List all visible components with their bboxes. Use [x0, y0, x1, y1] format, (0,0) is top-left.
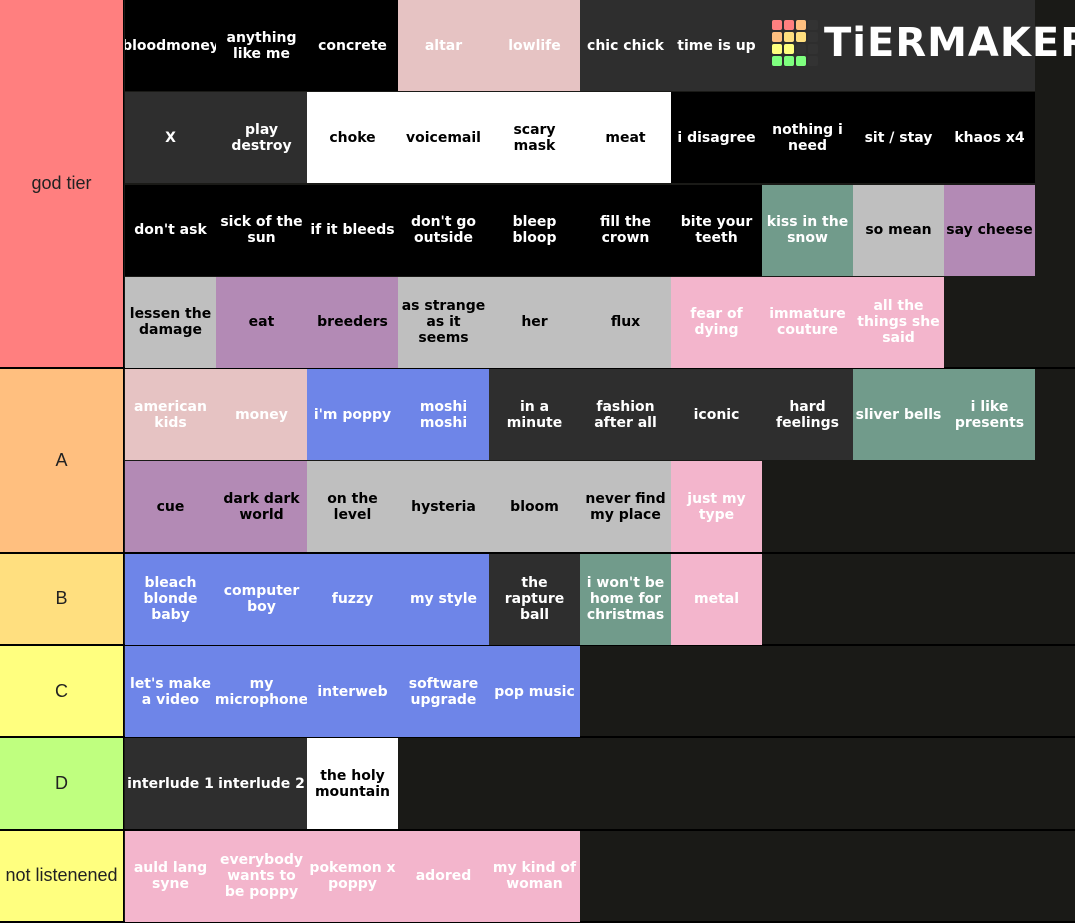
tile[interactable]: if it bleeds	[307, 184, 398, 276]
tile[interactable]: pop music	[489, 646, 580, 738]
tile[interactable]: adored	[398, 830, 489, 922]
tile[interactable]: cue	[125, 461, 216, 553]
tile[interactable]: sit / stay	[853, 92, 944, 184]
tile[interactable]: say cheese	[944, 184, 1035, 276]
tile[interactable]: choke	[307, 92, 398, 184]
tile[interactable]: fill the crown	[580, 184, 671, 276]
tile[interactable]: interlude 1	[125, 738, 216, 830]
tile[interactable]: khaos x4	[944, 92, 1035, 184]
tier-label: D	[0, 738, 124, 829]
tile[interactable]: hysteria	[398, 461, 489, 553]
tile[interactable]: play destroy	[216, 92, 307, 184]
tile[interactable]: her	[489, 276, 580, 368]
tile[interactable]: don't go outside	[398, 184, 489, 276]
tile[interactable]: breeders	[307, 276, 398, 368]
tile[interactable]: X	[125, 92, 216, 184]
tile[interactable]: all the things she said	[853, 276, 944, 368]
tier-label: C	[0, 646, 124, 737]
tile[interactable]: my kind of woman	[489, 830, 580, 922]
tile[interactable]: fear of dying	[671, 276, 762, 368]
tile[interactable]: i disagree	[671, 92, 762, 184]
tile[interactable]: computer boy	[216, 553, 307, 645]
tile[interactable]: scary mask	[489, 92, 580, 184]
tile[interactable]: bloom	[489, 461, 580, 553]
tile[interactable]: auld lang syne	[125, 830, 216, 922]
tile[interactable]: so mean	[853, 184, 944, 276]
tile[interactable]: fashion after all	[580, 369, 671, 461]
tile[interactable]: bleep bloop	[489, 184, 580, 276]
tile[interactable]: as strange as it seems	[398, 276, 489, 368]
tile[interactable]: lessen the damage	[125, 276, 216, 368]
tile[interactable]: time is up	[671, 0, 762, 91]
tile[interactable]: iconic	[671, 369, 762, 461]
tile[interactable]: i like presents	[944, 369, 1035, 461]
logo: TiERMAKER	[772, 20, 1075, 66]
tile[interactable]: dark dark world	[216, 461, 307, 553]
tile[interactable]: the rapture ball	[489, 553, 580, 645]
tile[interactable]: anything like me	[216, 0, 307, 91]
tile[interactable]: sick of the sun	[216, 184, 307, 276]
tier-label: not listenened	[0, 830, 124, 921]
logo-text: TiERMAKER	[824, 20, 1075, 66]
tile[interactable]: i'm poppy	[307, 369, 398, 461]
tile[interactable]	[853, 0, 944, 91]
tile[interactable]: let's make a video	[125, 646, 216, 738]
tile[interactable]: bloodmoney	[125, 0, 216, 91]
tile[interactable]: immature couture	[762, 276, 853, 368]
tile[interactable]: don't ask	[125, 184, 216, 276]
tile[interactable]: sliver bells	[853, 369, 944, 461]
tile[interactable]: nothing i need	[762, 92, 853, 184]
tile[interactable]: metal	[671, 553, 762, 645]
tile[interactable]: money	[216, 369, 307, 461]
tile[interactable]: everybody wants to be poppy	[216, 830, 307, 922]
tile[interactable]: on the level	[307, 461, 398, 553]
tile[interactable]: fuzzy	[307, 553, 398, 645]
tile[interactable]: voicemail	[398, 92, 489, 184]
tile[interactable]: chic chick	[580, 0, 671, 91]
tile[interactable]: kiss in the snow	[762, 184, 853, 276]
tile[interactable]: pokemon x poppy	[307, 830, 398, 922]
tile[interactable]: bite your teeth	[671, 184, 762, 276]
tier-label: A	[0, 369, 124, 552]
tile[interactable]: my style	[398, 553, 489, 645]
tier-label: god tier	[0, 0, 124, 368]
tile[interactable]	[944, 0, 1035, 91]
tile[interactable]: meat	[580, 92, 671, 184]
tile[interactable]: my microphone	[216, 646, 307, 738]
tile[interactable]: just my type	[671, 461, 762, 553]
tile[interactable]: american kids	[125, 369, 216, 461]
tile[interactable]: bleach blonde baby	[125, 553, 216, 645]
tile[interactable]: concrete	[307, 0, 398, 91]
tile[interactable]: hard feelings	[762, 369, 853, 461]
tile[interactable]: altar	[398, 0, 489, 91]
tile[interactable]: the holy mountain	[307, 738, 398, 830]
tier-label: B	[0, 553, 124, 645]
tile[interactable]: flux	[580, 276, 671, 368]
logo-icon	[772, 20, 818, 66]
tile[interactable]: interlude 2	[216, 738, 307, 830]
tile[interactable]: eat	[216, 276, 307, 368]
tile[interactable]: interweb	[307, 646, 398, 738]
tile[interactable]: moshi moshi	[398, 369, 489, 461]
tier-row: god tier bloodmoney anything like me concre…	[0, 0, 1075, 370]
tile[interactable]: lowlife	[489, 0, 580, 91]
tile[interactable]: in a minute	[489, 369, 580, 461]
tile[interactable]: software upgrade	[398, 646, 489, 738]
tier-row: not listenened auld lang syne everybody wa…	[0, 830, 1075, 923]
tile[interactable]: i won't be home for christmas	[580, 553, 671, 645]
tile[interactable]: never find my place	[580, 461, 671, 553]
